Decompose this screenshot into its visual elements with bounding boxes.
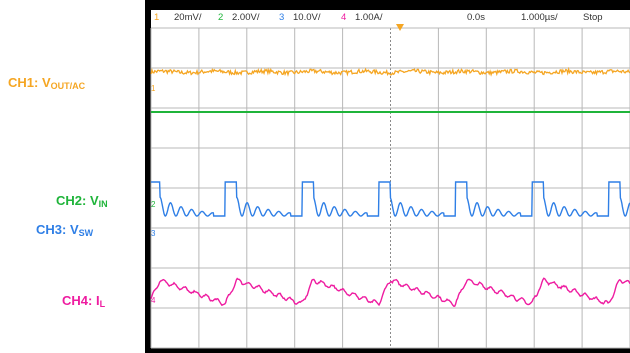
label-ch2-sub: IN — [98, 199, 108, 209]
ch3-number: 3 — [279, 12, 284, 23]
ch4-number: 4 — [341, 12, 346, 23]
ch2-number: 2 — [218, 12, 223, 23]
ch1-scale: 20mV/ — [174, 12, 202, 23]
label-ch1-main: CH1: V — [8, 75, 51, 90]
ch4-ground-marker: 4 — [151, 296, 156, 305]
label-ch1-sub: OUT/AC — [50, 81, 86, 91]
ch3-ground-marker: 3 — [151, 229, 156, 238]
channel-markers: 1 2 3 4 — [151, 84, 156, 305]
run-state: Stop — [583, 12, 603, 23]
label-ch4-main: CH4: I — [62, 293, 100, 308]
label-ch4: CH4: IL — [62, 293, 105, 309]
label-ch3-sub: SW — [78, 228, 94, 238]
label-ch3: CH3: VSW — [36, 222, 93, 238]
trace-ch3 — [151, 181, 630, 217]
label-ch4-sub: L — [99, 299, 106, 309]
trigger-marker — [396, 24, 404, 31]
scope-header: 1 20mV/ 2 2.00V/ 3 10.0V/ 4 1.00A/ 0.0s … — [154, 12, 603, 23]
trace-ch1 — [150, 66, 630, 77]
ch3-scale: 10.0V/ — [293, 12, 321, 23]
ch1-number: 1 — [154, 12, 159, 23]
grid — [150, 27, 630, 349]
ch2-ground-marker: 2 — [151, 200, 156, 209]
traces — [150, 66, 630, 307]
ch4-scale: 1.00A/ — [355, 12, 383, 23]
label-ch2: CH2: VIN — [56, 193, 108, 209]
label-ch3-main: CH3: V — [36, 222, 79, 237]
label-ch1: CH1: VOUT/AC — [8, 75, 85, 91]
ch2-scale: 2.00V/ — [232, 12, 260, 23]
ch1-ground-marker: 1 — [151, 84, 156, 93]
trace-ch4 — [150, 277, 630, 307]
label-ch2-main: CH2: V — [56, 193, 99, 208]
timebase: 1.000µs/ — [521, 12, 558, 23]
time-offset: 0.0s — [467, 12, 485, 23]
